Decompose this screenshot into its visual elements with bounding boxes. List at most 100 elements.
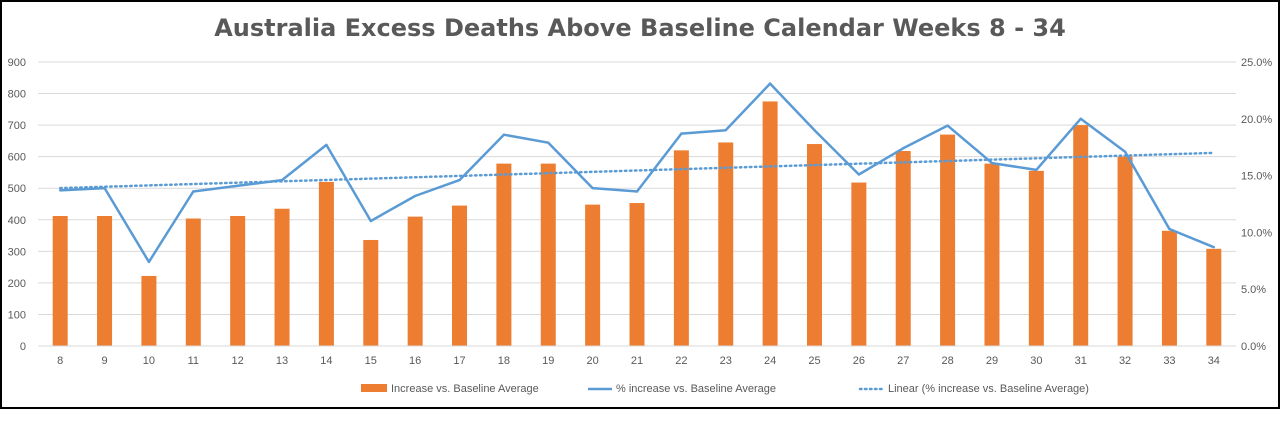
x-tick-label: 13: [276, 355, 288, 367]
x-tick-label: 30: [1030, 355, 1042, 367]
line-point: [902, 147, 905, 150]
x-tick-label: 28: [941, 355, 953, 367]
line-point: [1212, 245, 1216, 249]
legend: Increase vs. Baseline Average % increase …: [361, 383, 1089, 395]
line-point: [1035, 168, 1038, 172]
x-tick-label: 10: [143, 355, 155, 367]
legend-label-line: % increase vs. Baseline Average: [616, 383, 776, 395]
x-tick-label: 29: [986, 355, 998, 367]
x-tick-label: 17: [453, 355, 465, 367]
line-point: [192, 190, 195, 193]
x-tick-label: 16: [409, 355, 421, 367]
x-tick-label: 26: [853, 355, 865, 367]
y-right-tick-label: 0.0%: [1241, 341, 1266, 353]
bar: [895, 150, 911, 346]
x-tick-label: 19: [542, 355, 554, 367]
bar-series: [52, 101, 1222, 346]
line-point: [325, 143, 328, 147]
bar: [806, 144, 822, 346]
x-tick-label: 21: [631, 355, 643, 367]
x-tick-label: 22: [675, 355, 687, 367]
bar: [851, 182, 867, 346]
y-left-tick-label: 800: [8, 89, 26, 101]
x-tick-label: 31: [1075, 355, 1087, 367]
y-left-tick-label: 100: [8, 309, 26, 321]
bar: [1028, 170, 1044, 346]
line-point: [1168, 227, 1171, 231]
y-right-tick-label: 20.0%: [1241, 114, 1272, 126]
y-left-tick-label: 400: [8, 215, 26, 227]
line-point: [502, 133, 506, 136]
x-tick-label: 24: [764, 355, 776, 367]
y-left-tick-label: 900: [8, 57, 26, 69]
bar: [452, 205, 468, 346]
line-point: [724, 128, 727, 132]
bar: [141, 275, 157, 346]
bar: [496, 163, 512, 346]
line-point: [946, 124, 949, 127]
x-tick-label: 33: [1163, 355, 1175, 367]
bar: [718, 142, 734, 346]
x-tick-label: 27: [897, 355, 909, 367]
x-tick-label: 11: [188, 355, 199, 367]
x-tick-label: 34: [1208, 355, 1220, 367]
bar: [1161, 230, 1177, 346]
line-point: [813, 128, 816, 132]
y-left-tick-label: 300: [8, 246, 26, 258]
chart-title: Australia Excess Deaths Above Baseline C…: [214, 14, 1066, 42]
bar: [52, 215, 68, 346]
x-tick-label: 23: [720, 355, 732, 367]
y-left-tick-label: 0: [20, 341, 26, 353]
line-point: [857, 173, 861, 176]
y-right-tick-label: 10.0%: [1241, 227, 1272, 239]
y-left-tick-label: 500: [8, 183, 26, 195]
bar: [673, 150, 689, 346]
line-point: [1123, 150, 1127, 153]
bar: [407, 216, 423, 346]
legend-swatch-bars: [361, 384, 387, 392]
line-point: [990, 161, 994, 165]
line-point: [768, 82, 772, 85]
bar: [984, 163, 1000, 346]
y-right-tick-label: 25.0%: [1241, 57, 1272, 69]
line-point: [58, 189, 62, 192]
bar: [1073, 125, 1089, 346]
x-tick-label: 15: [365, 355, 377, 367]
bar: [629, 203, 645, 346]
y-left-tick-label: 200: [8, 278, 26, 290]
bar: [97, 215, 113, 346]
bar: [363, 239, 379, 346]
x-tick-label: 9: [101, 355, 107, 367]
line-point: [236, 184, 239, 188]
line-series: [58, 82, 1216, 264]
x-tick-label: 12: [232, 355, 244, 367]
legend-label-trendline: Linear (% increase vs. Baseline Average): [888, 383, 1089, 395]
bar: [1206, 248, 1222, 346]
bar: [585, 204, 601, 346]
line-point: [680, 132, 683, 135]
x-tick-label: 32: [1119, 355, 1131, 367]
x-tick-label: 14: [320, 355, 332, 367]
line-point: [458, 178, 461, 182]
bar: [1117, 156, 1133, 346]
line-point: [1079, 117, 1082, 121]
bar: [230, 215, 246, 346]
bar: [762, 101, 778, 346]
x-tick-label: 20: [587, 355, 599, 367]
y-left-tick-label: 600: [8, 152, 26, 164]
bar: [540, 163, 556, 346]
line-point: [635, 190, 639, 193]
bar: [318, 181, 334, 346]
x-tick-label: 25: [808, 355, 820, 367]
bar: [940, 134, 956, 346]
line-point: [413, 194, 417, 198]
line-point: [547, 141, 550, 144]
line-point: [369, 219, 372, 223]
y-left-tick-label: 700: [8, 120, 26, 132]
x-tick-label: 18: [498, 355, 510, 367]
bar: [274, 208, 290, 346]
legend-label-bars: Increase vs. Baseline Average: [391, 383, 539, 395]
y-right-tick-label: 5.0%: [1241, 284, 1266, 296]
line-point: [591, 186, 594, 190]
